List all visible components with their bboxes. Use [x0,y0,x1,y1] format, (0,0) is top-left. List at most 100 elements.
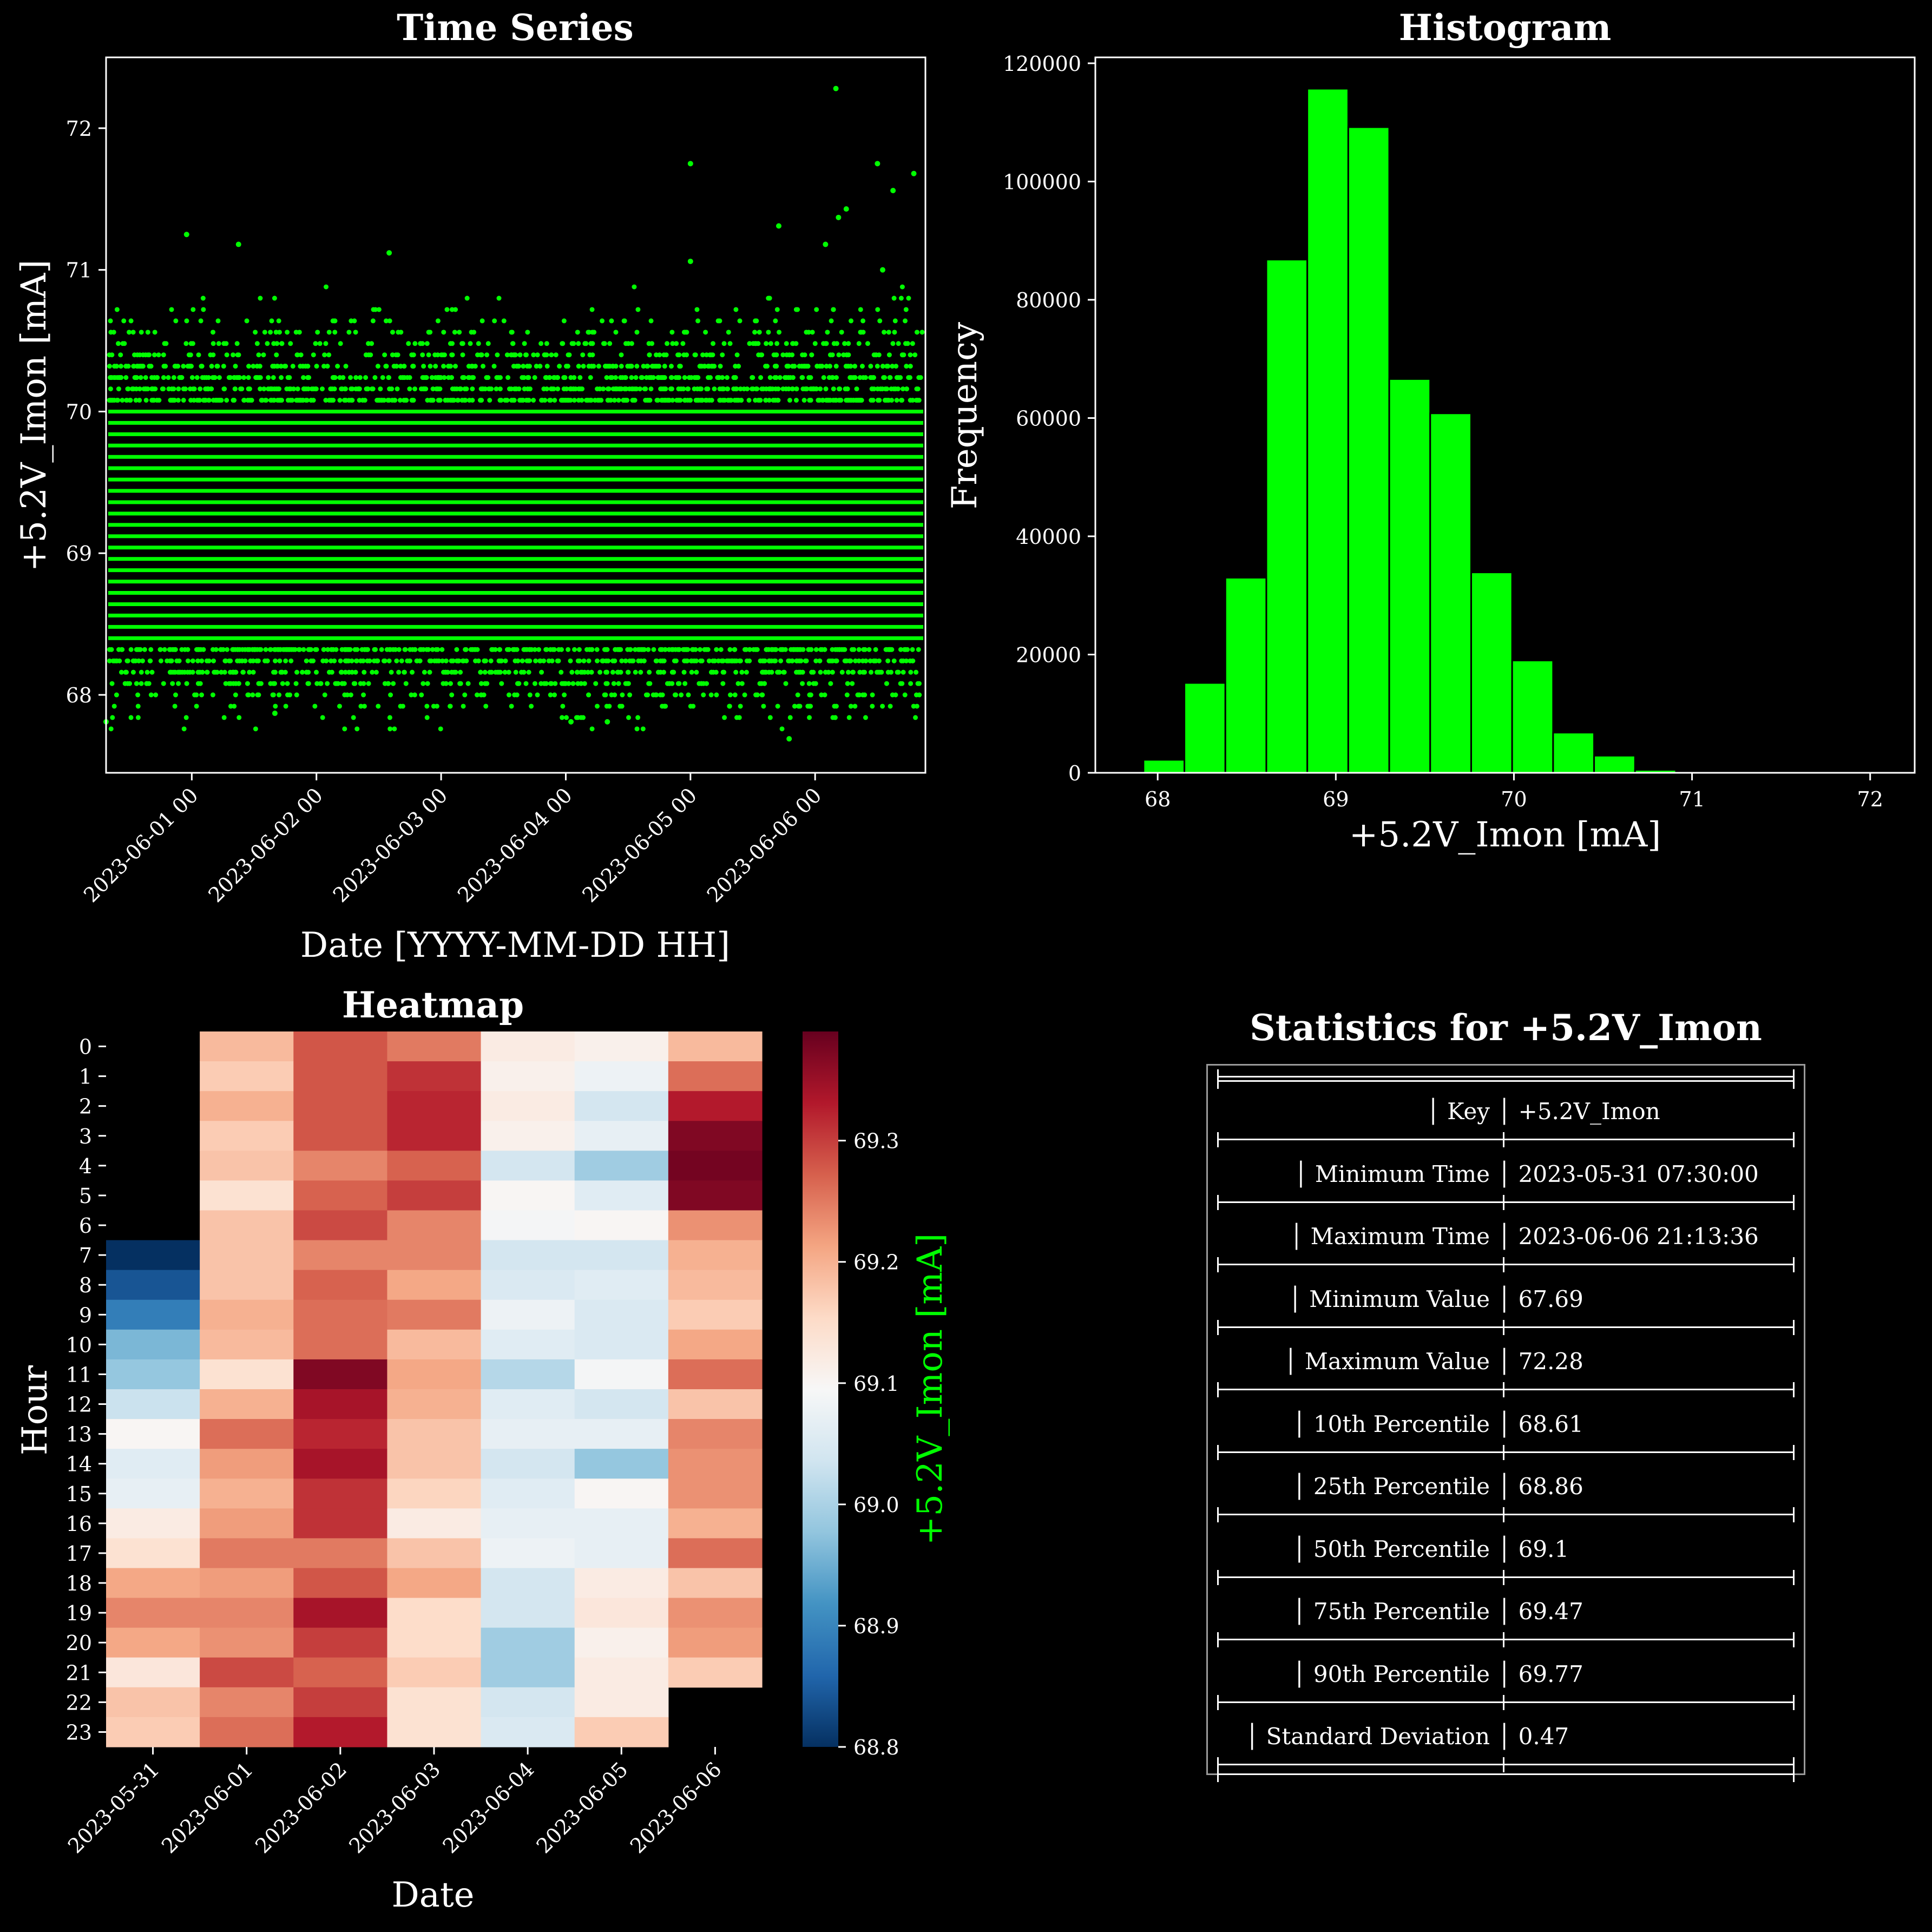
heatmap-cell [293,1270,388,1300]
histogram-x-tick-label: 69 [1323,787,1349,811]
timeseries-point [709,669,714,675]
heatmap-cell [200,1449,294,1479]
timeseries-point [654,398,660,403]
timeseries-point [271,681,276,686]
timeseries-point [766,398,772,403]
heatmap-cell [574,1180,669,1211]
timeseries-point [502,669,508,675]
timeseries-point [763,398,768,403]
timeseries-point [523,352,528,358]
timeseries-point [515,681,521,686]
timeseries-point [696,681,702,686]
timeseries-point [402,364,407,369]
timeseries-point [638,386,643,392]
heatmap-cell [574,1657,669,1688]
heatmap-panel: Heatmap 01234567891011121314151617181920… [15,984,950,1915]
timeseries-point [258,375,263,380]
timeseries-point [453,307,458,312]
histogram-panel: Histogram 020000400006000080000100000120… [945,6,1916,855]
timeseries-point [824,364,829,369]
heatmap-cell [481,1657,575,1688]
timeseries-point [542,398,548,403]
stats-value: │ +5.2V_Imon [1497,1098,1660,1125]
timeseries-point [411,398,416,403]
timeseries-point [437,398,443,403]
stats-row-rule [1217,1139,1795,1140]
timeseries-point [806,681,812,686]
timeseries-point [418,386,424,392]
timeseries-point [529,647,534,652]
timeseries-point [880,364,885,369]
timeseries-point [857,669,863,675]
histogram-bars [1142,88,1882,774]
timeseries-point [888,704,893,709]
timeseries-point [443,681,449,686]
timeseries-x-tick-label: 2023-06-01 00 [79,783,203,907]
stats-row-rule [1217,1451,1795,1453]
timeseries-point [171,669,176,675]
timeseries-point [869,669,874,675]
histogram-x-ticks: 68 69 70 71 72 [1145,773,1883,811]
stats-column-tick [1503,1257,1504,1272]
timeseries-point [353,669,358,675]
timeseries-point [376,307,382,312]
timeseries-point [702,364,707,369]
timeseries-point [139,681,144,686]
timeseries-point [496,295,502,301]
timeseries-point [657,352,662,358]
timeseries-point [875,307,880,312]
timeseries-point [638,669,643,675]
heatmap-y-tick-label: 14 [66,1453,92,1476]
timeseries-point [155,375,160,380]
timeseries-point [808,704,813,709]
heatmap-title: Heatmap [342,984,524,1026]
timeseries-point [198,386,203,392]
timeseries-point [293,681,299,686]
heatmap-cell [106,1449,200,1479]
heatmap-cell [106,1687,200,1718]
timeseries-point [721,341,727,346]
stats-row: │ 75th Percentile │ 69.47 [1217,1590,1795,1633]
timeseries-point [532,375,537,380]
timeseries-point [612,658,617,663]
timeseries-point [342,647,347,652]
heatmap-y-tick-label: 4 [79,1154,92,1178]
timeseries-point [634,364,640,369]
timeseries-point [332,330,338,335]
heatmap-x-tick-label: 2023-06-04 [438,1757,538,1858]
heatmap-cell [387,1121,482,1151]
timeseries-point [698,658,704,663]
heatmap-cell [481,1329,575,1360]
timeseries-point [566,681,571,686]
timeseries-point [560,341,565,346]
timeseries-point [544,341,549,346]
timeseries-point [903,318,908,324]
timeseries-point [305,375,311,380]
timeseries-point [238,386,244,392]
timeseries-point [619,352,624,358]
timeseries-point [300,669,305,675]
timeseries-point [476,658,481,663]
timeseries-point [659,386,665,392]
timeseries-point [270,692,275,698]
timeseries-point [279,398,285,403]
timeseries-point [738,386,743,392]
timeseries-point [442,352,447,358]
histogram-y-tick-label: 60000 [1016,406,1081,430]
heatmap-cell [574,1419,669,1449]
timeseries-point [568,386,574,392]
timeseries-point [780,352,786,358]
timeseries-point [394,658,399,663]
timeseries-point [739,669,745,675]
timeseries-point [409,692,414,698]
stats-rule-end [1793,1632,1795,1647]
timeseries-point [790,375,796,380]
heatmap-cell [293,1717,388,1747]
stats-value: │ 69.47 [1497,1598,1583,1625]
heatmap-cell [293,1657,388,1688]
histogram-y-tick-label: 0 [1068,761,1081,785]
timeseries-outlier-point [823,241,829,247]
timeseries-point [860,318,866,324]
timeseries-point [680,341,686,346]
timeseries-point [807,692,812,698]
